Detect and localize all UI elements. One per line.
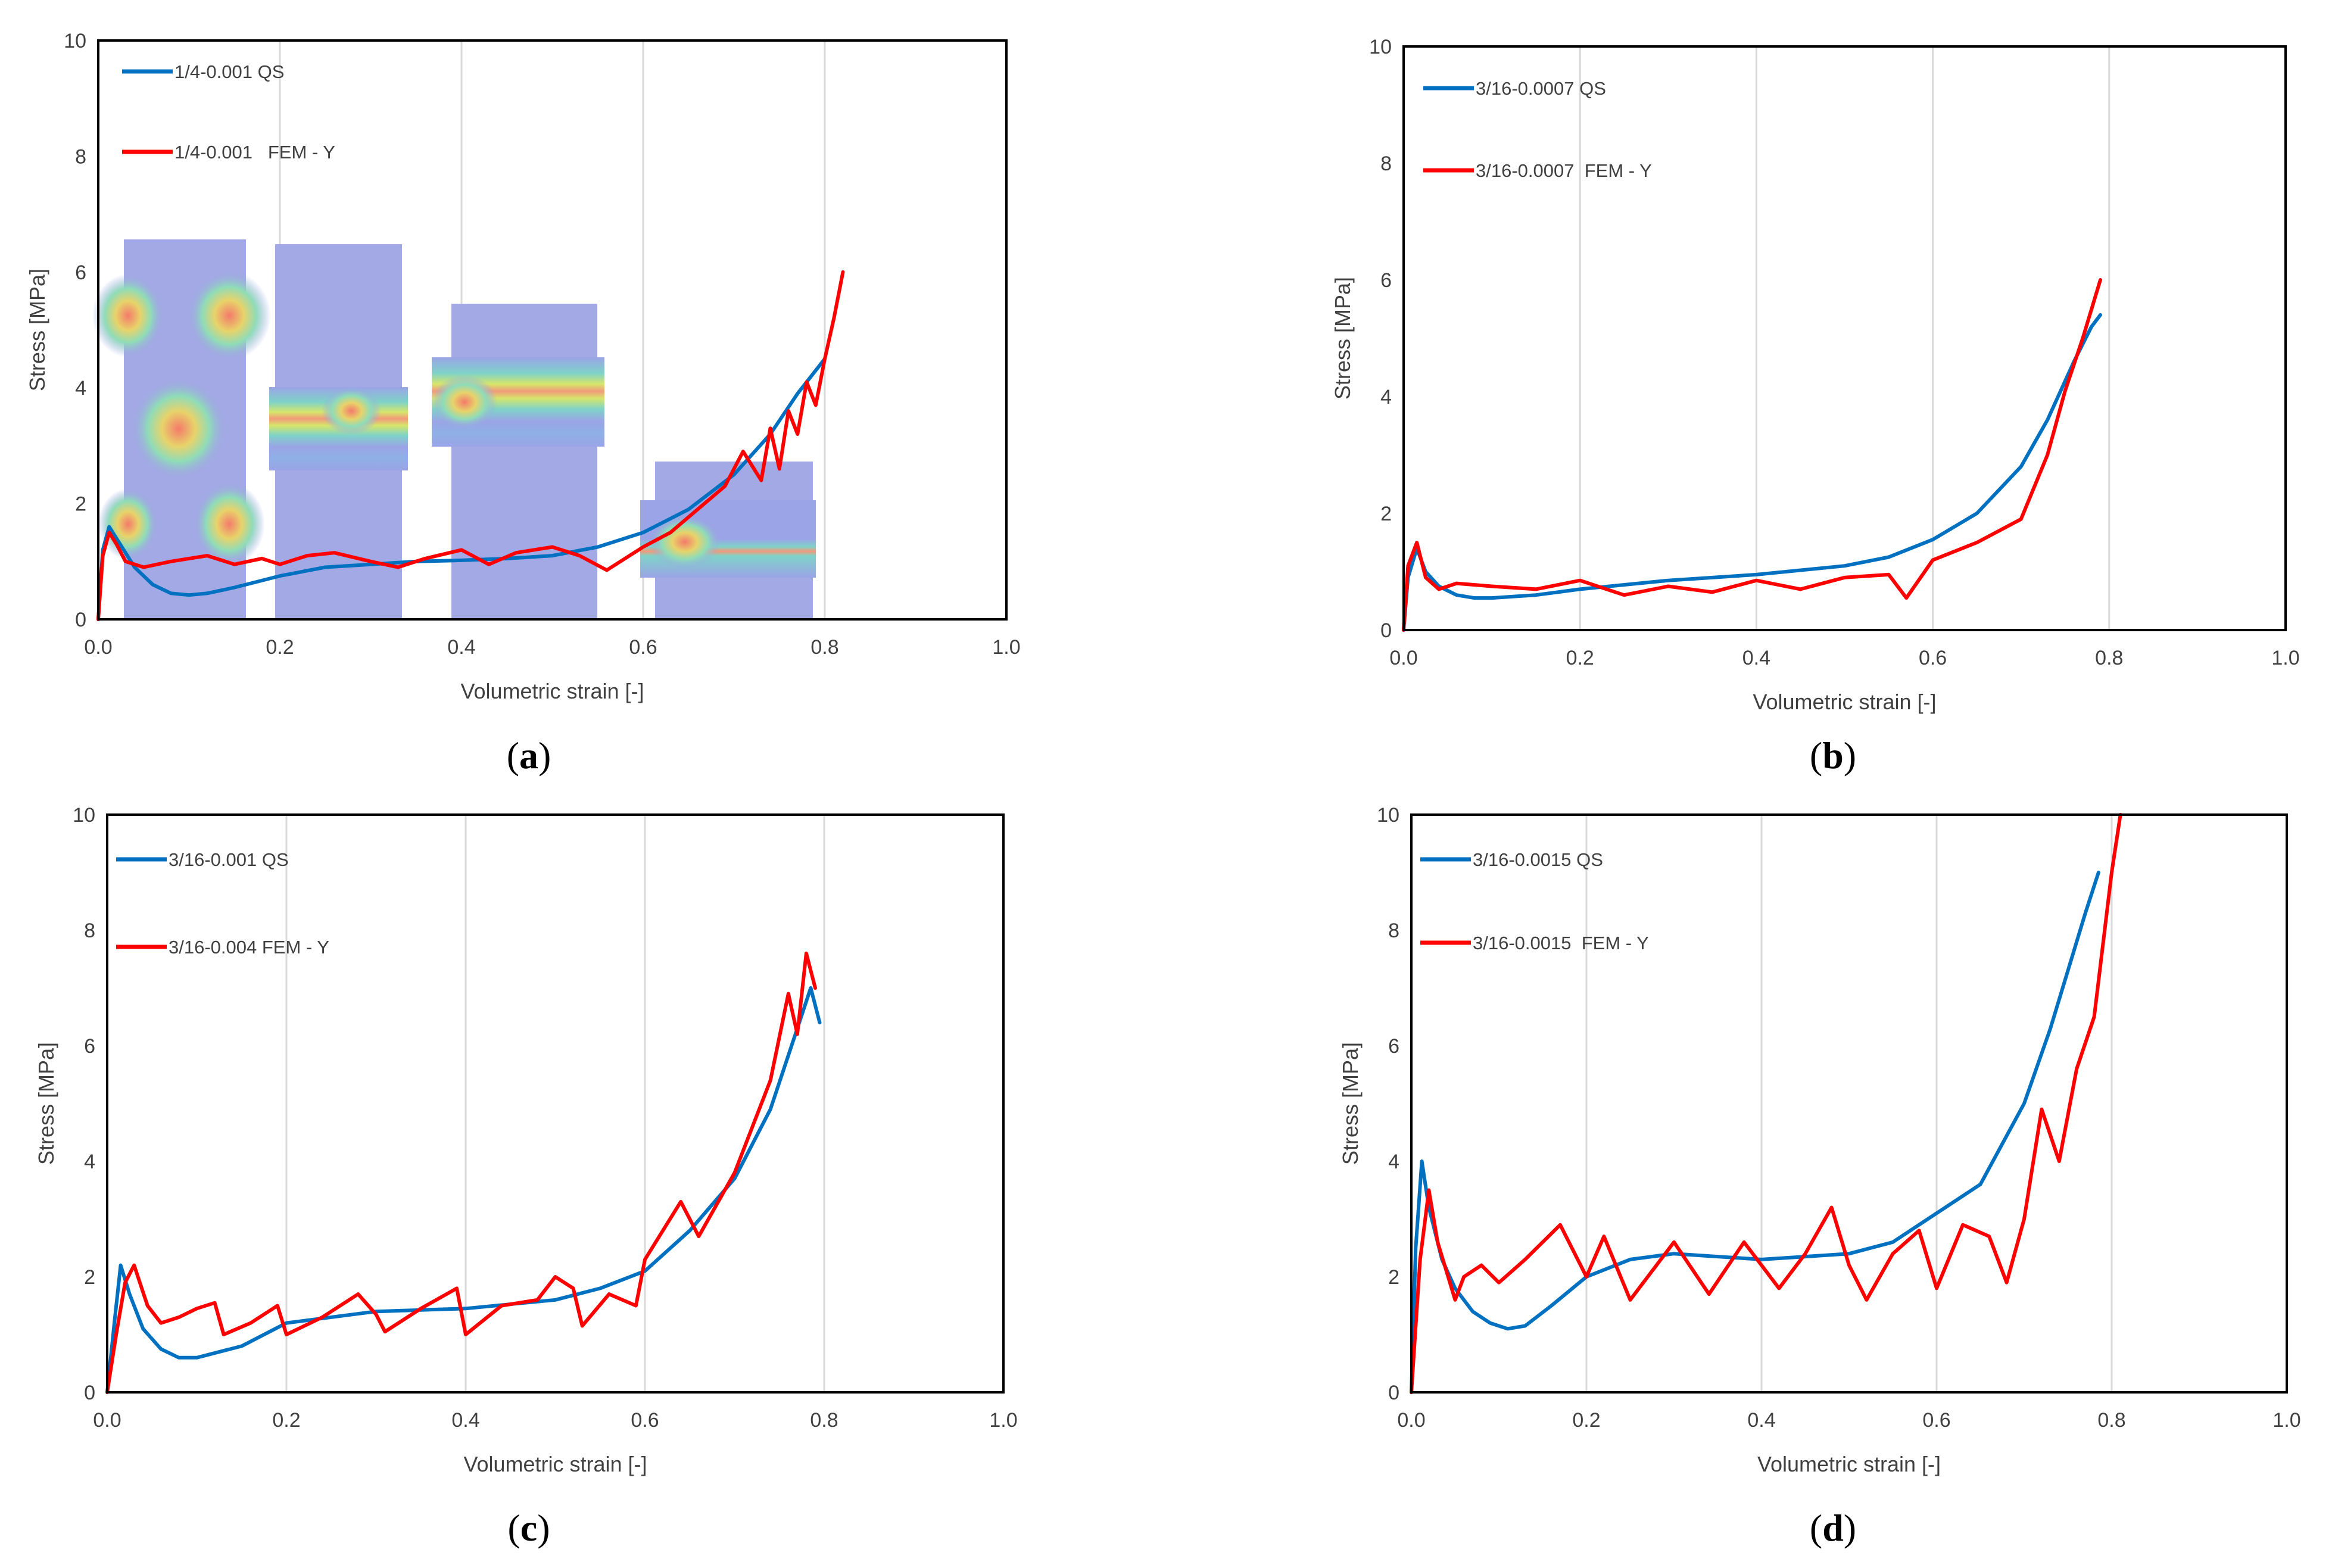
- chart-panel-a: 0.0 0.2 0.4 0.6 0.8 1.0 0 2 4 6 8 10 Volumetric stra…: [25, 30, 1021, 777]
- series-line-qs: [105, 986, 822, 1394]
- y-tick-label: 0: [1388, 1382, 1399, 1404]
- x-axis-title: Volumetric strain [-]: [463, 1452, 647, 1476]
- chart-panel-c: 0.0 0.2 0.4 0.6 0.8 1.0 0 2 4 6 8 10 Volumetric stra…: [34, 804, 1018, 1549]
- x-tick-label: 0.0: [1397, 1409, 1425, 1432]
- plot-frame: [1402, 45, 2287, 631]
- x-tick-label: 0.6: [1919, 647, 1947, 669]
- legend-label: 1/4-0.001 QS: [174, 61, 284, 82]
- plot-frame: [1410, 813, 2288, 1394]
- x-tick-label: 0.0: [84, 636, 112, 659]
- x-tick-label: 0.8: [2097, 1409, 2125, 1432]
- x-tick-label: 0.4: [1742, 647, 1770, 669]
- y-axis-title: Stress [MPa]: [1338, 1042, 1363, 1165]
- y-tick-label: 10: [1377, 804, 1399, 827]
- x-tick-label: 0.2: [266, 636, 294, 659]
- y-tick-label: 8: [1388, 919, 1399, 942]
- x-tick-label: 1.0: [992, 636, 1020, 659]
- y-tick-label: 8: [84, 919, 95, 942]
- legend-label: 3/16-0.0015 FEM - Y: [1473, 933, 1649, 953]
- y-tick-label: 0: [1380, 619, 1392, 642]
- plot-frame: [106, 813, 1005, 1394]
- y-axis-title: Stress [MPa]: [1330, 277, 1355, 400]
- y-tick-label: 0: [75, 609, 86, 631]
- y-tick-label: 0: [84, 1382, 95, 1404]
- y-tick-label: 2: [1388, 1266, 1399, 1289]
- legend-label: 1/4-0.001 FEM - Y: [174, 142, 335, 163]
- series-line-qs: [96, 357, 827, 621]
- x-tick-label: 1.0: [2271, 647, 2299, 669]
- panel-caption: (a): [507, 734, 551, 777]
- fem-snapshot-1: [92, 239, 271, 619]
- y-tick-label: 10: [73, 804, 95, 827]
- x-tick-label: 0.2: [272, 1409, 300, 1432]
- x-tick-label: 0.4: [447, 636, 475, 659]
- y-tick-label: 6: [75, 261, 86, 284]
- y-axis-title: Stress [MPa]: [34, 1042, 58, 1165]
- fem-snapshot-4: [640, 462, 816, 619]
- panel-caption-letter: a: [519, 734, 538, 777]
- x-tick-label: 0.6: [629, 636, 657, 659]
- panel-caption-letter: c: [520, 1507, 537, 1549]
- chart-panel-d: 0.0 0.2 0.4 0.6 0.8 1.0 0 2 4 6 8 10 Volumetric stra…: [1338, 804, 2301, 1549]
- legend-label: 3/16-0.001 QS: [169, 849, 289, 870]
- panel-caption-letter: b: [1822, 734, 1844, 777]
- y-tick-label: 4: [1388, 1151, 1399, 1173]
- legend-label: 3/16-0.0015 QS: [1473, 849, 1603, 870]
- x-tick-label: 0.2: [1566, 647, 1594, 669]
- x-tick-label: 0.0: [1389, 647, 1417, 669]
- chart-panel-b: 0.0 0.2 0.4 0.6 0.8 1.0 0 2 4 6 8 10 Volumetric stra…: [1330, 36, 2300, 777]
- panel-caption-letter: d: [1822, 1507, 1844, 1549]
- y-tick-label: 10: [64, 30, 86, 52]
- x-axis-title: Volumetric strain [-]: [1753, 690, 1936, 714]
- fem-snapshot-2: [269, 244, 408, 619]
- fem-snapshot-insets: [92, 239, 816, 619]
- legend-label: 3/16-0.004 FEM - Y: [169, 937, 329, 958]
- x-tick-label: 0.8: [810, 1409, 838, 1432]
- x-tick-label: 0.4: [1747, 1409, 1775, 1432]
- y-tick-label: 4: [1380, 386, 1392, 409]
- panel-caption: (b): [1810, 734, 1856, 777]
- panel-caption: (c): [507, 1507, 550, 1549]
- panel-caption: (d): [1810, 1507, 1856, 1549]
- series-line-fem: [96, 270, 845, 621]
- series-line-fem: [1402, 278, 2102, 632]
- x-tick-label: 0.6: [631, 1409, 659, 1432]
- x-tick-label: 0.4: [451, 1409, 479, 1432]
- y-tick-label: 10: [1369, 36, 1392, 58]
- y-tick-label: 2: [84, 1266, 95, 1289]
- y-tick-label: 2: [75, 493, 86, 516]
- y-tick-label: 6: [1380, 269, 1392, 292]
- x-tick-label: 0.6: [1922, 1409, 1950, 1432]
- x-tick-label: 0.2: [1572, 1409, 1600, 1432]
- y-tick-label: 4: [75, 377, 86, 400]
- y-axis-title: Stress [MPa]: [25, 269, 49, 391]
- series-line-fem: [105, 951, 817, 1394]
- legend-label: 3/16-0.0007 FEM - Y: [1476, 160, 1652, 181]
- series-line-qs: [1402, 313, 2102, 632]
- y-tick-label: 2: [1380, 503, 1392, 525]
- legend-label: 3/16-0.0007 QS: [1476, 78, 1606, 99]
- x-axis-title: Volumetric strain [-]: [1757, 1452, 1941, 1476]
- series-line-fem: [1410, 813, 2122, 1394]
- x-axis-title: Volumetric strain [-]: [460, 679, 644, 703]
- y-tick-label: 6: [84, 1035, 95, 1058]
- x-tick-label: 0.0: [93, 1409, 121, 1432]
- x-tick-label: 1.0: [2272, 1409, 2300, 1432]
- x-tick-label: 0.8: [810, 636, 838, 659]
- x-tick-label: 1.0: [989, 1409, 1017, 1432]
- y-tick-label: 8: [1380, 152, 1392, 175]
- y-tick-label: 4: [84, 1151, 95, 1173]
- y-tick-label: 6: [1388, 1035, 1399, 1058]
- plot-frame: [97, 39, 1008, 621]
- x-tick-label: 0.8: [2095, 647, 2123, 669]
- fem-snapshot-3: [432, 304, 604, 619]
- y-tick-label: 8: [75, 145, 86, 168]
